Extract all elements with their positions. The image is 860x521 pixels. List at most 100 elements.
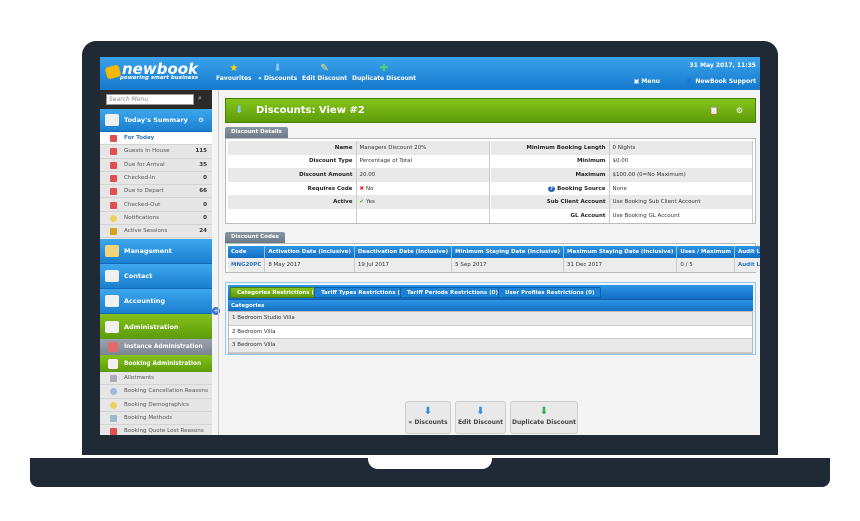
label: Active Sessions [124, 228, 168, 235]
back-to-discounts-button[interactable]: ⬇ « Discounts [405, 401, 451, 434]
star-icon: ★ [229, 63, 239, 74]
clipboard-add-icon[interactable]: 📋 [709, 106, 719, 115]
detail-value: None [609, 181, 753, 196]
top-header: newbook powering smart business ★ Favourit… [100, 57, 760, 90]
detail-label: Minimum Booking Length [491, 141, 610, 155]
page-title-bar: ⬇ Discounts: View #2 📋 ⚙ [225, 98, 756, 123]
column-header[interactable]: Uses / Maximum [676, 246, 735, 258]
duplicate-discount-action-button[interactable]: ⬇ Duplicate Discount [510, 401, 578, 434]
detail-value: $100.00 (0=No Maximum) [609, 168, 753, 182]
sidebar-instance-administration[interactable]: Instance Administration [100, 339, 212, 355]
restriction-tab[interactable]: Tariff Periods Restrictions (0) [400, 287, 505, 298]
restriction-tab[interactable]: Tariff Types Restrictions (0) [314, 287, 414, 298]
search-menu-input[interactable]: Search Menu [106, 94, 194, 105]
label: Contact [124, 272, 153, 280]
audit-log-link[interactable]: Audit Log [737, 261, 760, 268]
discounts-back-button[interactable]: ⬇ « Discounts [258, 63, 297, 82]
summary-item-notifications[interactable]: Notifications 0 [100, 212, 212, 226]
column-header[interactable]: Minimum Staying Date (Inclusive) [451, 246, 565, 258]
label: Management [124, 247, 172, 255]
sidebar-booking-administration[interactable]: Booking Administration [100, 355, 212, 372]
edit-discount-button[interactable]: ✎ Edit Discount [302, 63, 347, 82]
todays-summary-header[interactable]: Today's Summary ⚙ [100, 109, 212, 132]
summary-item-checked-in[interactable]: Checked-In 0 [100, 172, 212, 186]
label: Allotments [124, 375, 155, 381]
edit-icon: ⬇ [476, 406, 485, 417]
restrictions-tabs: Categories Restrictions (7) Tariff Types … [228, 285, 753, 299]
label: Guests In House [124, 148, 170, 155]
compass-icon [110, 388, 117, 396]
search-icon[interactable]: ⌕ [198, 94, 202, 102]
summary-item-active-sessions[interactable]: Active Sessions 24 [100, 225, 212, 239]
help-icon[interactable]: ? [547, 185, 556, 192]
table-row: MNG20PC 8 May 2017 19 Jul 2017 5 Sep 2017 31… [228, 258, 760, 272]
calendar-icon [110, 201, 117, 209]
value-text: Managers Discount 20% [359, 144, 427, 151]
logo-tagline: powering smart business [120, 75, 199, 81]
code-link[interactable]: MNG20PC [231, 261, 262, 268]
categories-list: 1 Bedroom Studio Villa 2 Bedroom Villa 3 B… [228, 311, 753, 354]
sidebar-section-contact[interactable]: Contact [100, 264, 212, 289]
edit-discount-action-button[interactable]: ⬇ Edit Discount [455, 401, 506, 434]
sidebar-section-management[interactable]: Management [100, 239, 212, 264]
summary-item-guests-in-house[interactable]: Guests In House 115 [100, 145, 212, 159]
sidebar-section-accounting[interactable]: Accounting [100, 289, 212, 314]
tab-discount-details[interactable]: Discount Details [225, 127, 288, 138]
table-cell: 19 Jul 2017 [354, 258, 453, 272]
column-header[interactable]: Audit Log [734, 246, 760, 258]
table-cell: MNG20PC [228, 258, 266, 272]
admin-item-booking-cancellation-reasons[interactable]: Booking Cancellation Reasons [100, 385, 212, 399]
details-left-table: Name Managers Discount 20% Discount Type Pe… [228, 141, 490, 223]
spreadsheet-icon [105, 295, 119, 307]
table-cell: Audit Log [734, 258, 760, 272]
detail-value: ✔ Yes [356, 195, 490, 209]
calendar-icon [110, 188, 117, 196]
app-window: newbook powering smart business ★ Favourit… [100, 57, 760, 435]
menu-button[interactable]: ▣ Menu [633, 78, 660, 85]
column-header[interactable]: Maximum Staying Date (Inclusive) [563, 246, 678, 258]
admin-item-allotments[interactable]: Allotments [100, 372, 212, 386]
arrow-down-icon: ⬇ [235, 105, 244, 116]
count: 66 [199, 188, 207, 195]
count: 35 [199, 161, 207, 168]
gear-icon[interactable]: ⚙ [735, 106, 743, 115]
newbook-logo[interactable]: newbook powering smart business [104, 60, 199, 81]
categories-header: Categories [228, 299, 753, 311]
sidebar-section-administration[interactable]: Administration [100, 314, 212, 339]
admin-item-booking-methods[interactable]: Booking Methods [100, 412, 212, 426]
discount-codes-panel: Code Activation Date (Inclusive) Deactivat… [225, 243, 760, 273]
value-text: Yes [366, 199, 375, 206]
gear-icon[interactable]: ⚙ [198, 116, 204, 124]
detail-row: Minimum Booking Length 0 Nights [491, 141, 753, 155]
column-header[interactable]: Code [228, 246, 266, 258]
count: 115 [195, 148, 207, 155]
detail-label: Discount Type [228, 154, 357, 169]
envelope-icon [105, 270, 119, 282]
detail-value: Use Booking Sub Client Account [609, 195, 753, 209]
value-text: Use Booking Sub Client Account [612, 199, 701, 206]
table-cell: 31 Dec 2017 [563, 258, 678, 272]
value-text: $0.00 [612, 158, 629, 165]
restriction-tab[interactable]: User Profiles Restrictions (0) [498, 287, 602, 298]
tab-discount-codes[interactable]: Discount Codes [225, 232, 285, 243]
label: Booking Methods [124, 414, 173, 421]
user-menu[interactable]: 👤 NewBook Support [685, 78, 756, 85]
label: Duplicate Discount [352, 75, 416, 82]
detail-label: Name [228, 141, 357, 155]
datetime: 31 May 2017, 11:35 [689, 62, 756, 69]
summary-item-for-today[interactable]: For Today [100, 132, 212, 146]
admin-item-booking-demographics[interactable]: Booking Demographics [100, 399, 212, 412]
details-right-table: Minimum Booking Length 0 Nights Minimum $0.… [491, 141, 753, 223]
speech-bubble-icon [110, 401, 117, 409]
collapse-sidebar-toggle[interactable]: + [212, 307, 220, 315]
column-header[interactable]: Deactivation Date (Inclusive) [354, 246, 453, 258]
summary-item-due-to-depart[interactable]: Due to Depart 66 [100, 185, 212, 199]
restriction-tab[interactable]: Categories Restrictions (7) [230, 287, 328, 298]
summary-item-due-for-arrival[interactable]: Due for Arrival 35 [100, 159, 212, 172]
duplicate-discount-button[interactable]: ✚ Duplicate Discount [352, 63, 416, 82]
value-text: 0 Nights [612, 144, 636, 151]
summary-item-checked-out[interactable]: Checked-Out 0 [100, 199, 212, 212]
admin-item-booking-quote-lost-reasons[interactable]: Booking Quote Lost Reasons [100, 425, 212, 435]
favourites-button[interactable]: ★ Favourites [216, 63, 252, 82]
column-header[interactable]: Activation Date (Inclusive) [264, 246, 355, 258]
